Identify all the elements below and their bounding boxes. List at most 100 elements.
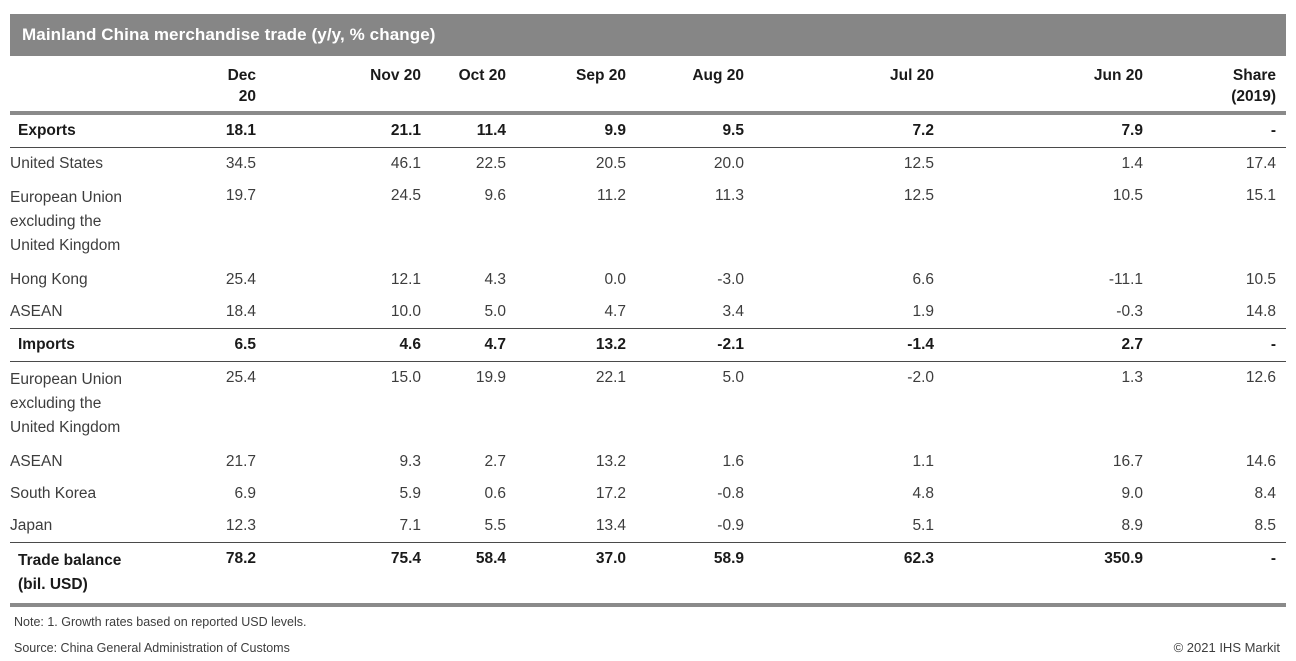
row-value: 12.1 bbox=[390, 271, 421, 288]
table-row: United States 34.5 46.1 22.5 20.5 20.0 12.5 1.4… bbox=[10, 148, 1286, 181]
row-value: 10.5 bbox=[1245, 271, 1276, 288]
row-value: 6.9 bbox=[234, 485, 256, 502]
row-value: 78.2 bbox=[225, 550, 256, 567]
row-value: 9.3 bbox=[399, 453, 421, 470]
row-value: 22.5 bbox=[475, 155, 506, 172]
header-col-jul-20: Jul 20 bbox=[890, 67, 934, 84]
row-value: 34.5 bbox=[225, 155, 256, 172]
row-value: 58.9 bbox=[713, 550, 744, 567]
row-value: 1.1 bbox=[912, 453, 934, 470]
row-value: 25.4 bbox=[225, 369, 256, 386]
row-value: 7.1 bbox=[399, 517, 421, 534]
table-footer: Note: 1. Growth rates based on reported … bbox=[10, 607, 1286, 656]
row-value: -0.8 bbox=[717, 485, 744, 502]
header-col-nov-20: Nov 20 bbox=[370, 67, 421, 84]
row-value: -2.1 bbox=[717, 336, 744, 353]
row-label: European Union excluding the United King… bbox=[10, 371, 123, 436]
row-value: 5.0 bbox=[484, 303, 506, 320]
row-value: 12.5 bbox=[903, 187, 934, 204]
table-row: European Union excluding the United King… bbox=[10, 180, 1286, 264]
row-value: 37.0 bbox=[595, 550, 626, 567]
row-label: ASEAN bbox=[10, 303, 63, 320]
trade-table: Dec 20 Nov 20 Oct 20 Sep 20 Aug 20 Jul 2… bbox=[10, 56, 1286, 607]
row-value: 8.9 bbox=[1121, 517, 1143, 534]
row-value: 5.5 bbox=[484, 517, 506, 534]
row-value: -11.1 bbox=[1108, 271, 1143, 288]
row-value: 16.7 bbox=[1112, 453, 1143, 470]
row-value: 10.5 bbox=[1112, 187, 1143, 204]
row-value: 4.8 bbox=[912, 485, 934, 502]
row-value: 21.7 bbox=[225, 453, 256, 470]
row-value: 12.5 bbox=[903, 155, 934, 172]
row-value: 1.4 bbox=[1121, 155, 1143, 172]
row-value: 4.7 bbox=[604, 303, 626, 320]
row-value: 4.6 bbox=[399, 336, 421, 353]
header-share-label: Share bbox=[1232, 67, 1276, 84]
row-label: Trade balance (bil. USD) bbox=[18, 552, 122, 593]
table-body: Exports 18.1 21.1 11.4 9.9 9.5 7.2 7.9 - United S… bbox=[10, 113, 1286, 605]
row-value: 10.0 bbox=[390, 303, 421, 320]
table-header: Dec 20 Nov 20 Oct 20 Sep 20 Aug 20 Jul 2… bbox=[10, 56, 1286, 113]
source-row: Source: China General Administration of … bbox=[10, 640, 1286, 656]
table-row: Imports 6.5 4.6 4.7 13.2 -2.1 -1.4 2.7 - bbox=[10, 328, 1286, 362]
table-row: Japan 12.3 7.1 5.5 13.4 -0.9 5.1 8.9 8.5 bbox=[10, 510, 1286, 543]
table-row: South Korea 6.9 5.9 0.6 17.2 -0.8 4.8 9.0 8.4 bbox=[10, 478, 1286, 510]
row-value: 11.2 bbox=[596, 187, 626, 204]
row-value: 24.5 bbox=[390, 187, 421, 204]
row-value: 0.6 bbox=[484, 485, 506, 502]
row-label: Japan bbox=[10, 517, 53, 534]
row-value: 25.4 bbox=[225, 271, 256, 288]
row-label: South Korea bbox=[10, 485, 97, 502]
table-row: Exports 18.1 21.1 11.4 9.9 9.5 7.2 7.9 - bbox=[10, 113, 1286, 148]
header-col-oct-20: Oct 20 bbox=[458, 67, 506, 84]
table-row: Hong Kong 25.4 12.1 4.3 0.0 -3.0 6.6 -11.1 10.5 bbox=[10, 264, 1286, 296]
header-col-sep-20: Sep 20 bbox=[576, 67, 626, 84]
row-value: 9.9 bbox=[604, 122, 626, 139]
row-label: Exports bbox=[18, 122, 76, 139]
row-value: 6.5 bbox=[234, 336, 256, 353]
row-value: 13.4 bbox=[595, 517, 626, 534]
row-value: - bbox=[1270, 550, 1276, 567]
row-value: - bbox=[1270, 336, 1276, 353]
row-value: 1.9 bbox=[912, 303, 934, 320]
row-value: 75.4 bbox=[390, 550, 421, 567]
row-value: 14.6 bbox=[1245, 453, 1276, 470]
row-label: ASEAN bbox=[10, 453, 63, 470]
row-value: 5.1 bbox=[912, 517, 934, 534]
row-value: 2.7 bbox=[484, 453, 506, 470]
row-label: European Union excluding the United King… bbox=[10, 189, 123, 254]
row-value: 6.6 bbox=[912, 271, 934, 288]
row-value: 9.5 bbox=[722, 122, 744, 139]
row-value: 1.6 bbox=[722, 453, 744, 470]
row-value: 4.3 bbox=[484, 271, 506, 288]
table-row: ASEAN 18.4 10.0 5.0 4.7 3.4 1.9 -0.3 14.8 bbox=[10, 296, 1286, 329]
table-title: Mainland China merchandise trade (y/y, %… bbox=[22, 25, 436, 44]
row-label: Hong Kong bbox=[10, 271, 88, 288]
row-value: -0.3 bbox=[1116, 303, 1143, 320]
row-value: - bbox=[1270, 122, 1276, 139]
row-value: 22.1 bbox=[595, 369, 626, 386]
copyright-text: © 2021 IHS Markit bbox=[1173, 640, 1280, 655]
header-share-year: (2019) bbox=[1231, 88, 1276, 105]
row-value: 14.8 bbox=[1245, 303, 1276, 320]
table-row: Trade balance (bil. USD) 78.2 75.4 58.4 37.0… bbox=[10, 542, 1286, 605]
row-value: 20.5 bbox=[595, 155, 626, 172]
row-value: 19.9 bbox=[475, 369, 506, 386]
row-value: 7.2 bbox=[912, 122, 934, 139]
note-text: Note: 1. Growth rates based on reported … bbox=[14, 615, 307, 629]
row-value: 11.4 bbox=[476, 122, 506, 139]
row-value: 19.7 bbox=[225, 187, 256, 204]
table-row: European Union excluding the United King… bbox=[10, 362, 1286, 447]
row-value: 15.1 bbox=[1245, 187, 1276, 204]
source-text: Source: China General Administration of … bbox=[14, 641, 290, 655]
row-value: 4.7 bbox=[484, 336, 506, 353]
header-col-jun-20: Jun 20 bbox=[1093, 67, 1143, 84]
row-value: 15.0 bbox=[390, 369, 421, 386]
row-value: 7.9 bbox=[1121, 122, 1143, 139]
row-label: United States bbox=[10, 155, 104, 172]
header-label-spacer bbox=[10, 56, 210, 113]
table-row: ASEAN 21.7 9.3 2.7 13.2 1.6 1.1 16.7 14.6 bbox=[10, 446, 1286, 478]
row-value: -0.9 bbox=[717, 517, 744, 534]
row-value: 12.6 bbox=[1245, 369, 1276, 386]
row-value: 13.2 bbox=[595, 336, 626, 353]
